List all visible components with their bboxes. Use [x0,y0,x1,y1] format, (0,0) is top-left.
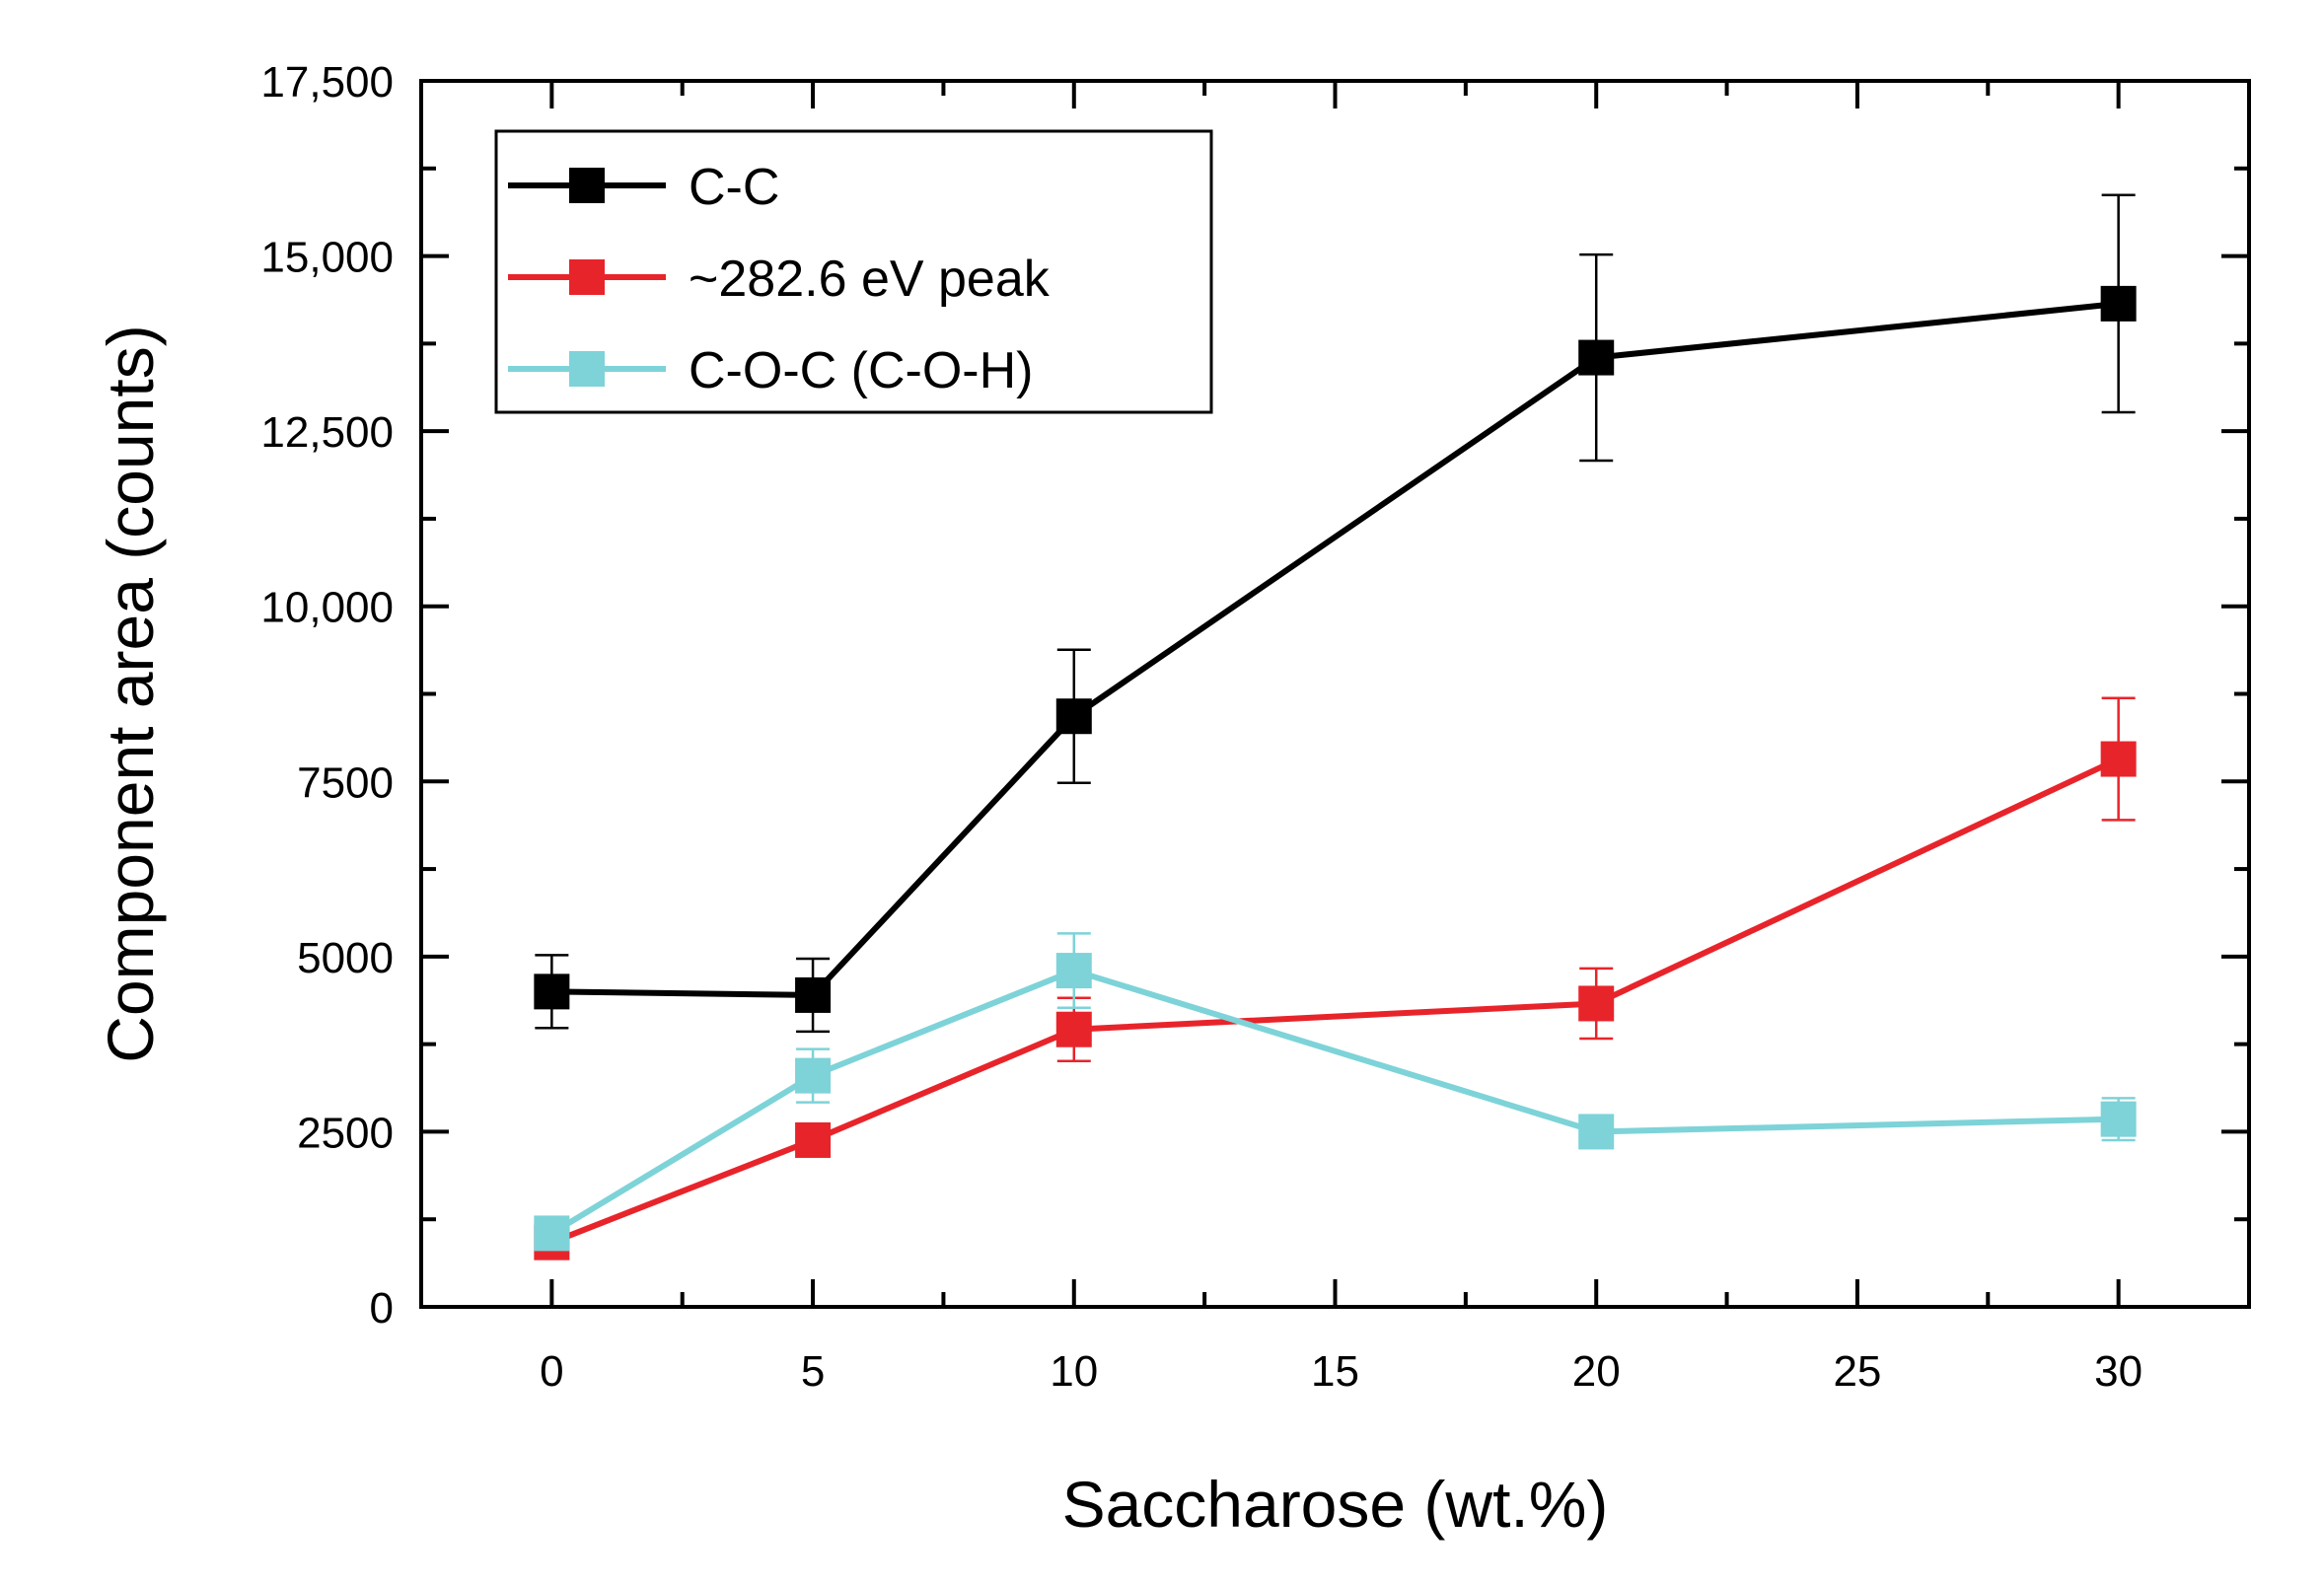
data-point [1578,1114,1615,1150]
legend-label: C-C [689,159,779,216]
legend-item: C-C [508,159,779,216]
data-point [1578,985,1615,1022]
y-tick-label: 12,500 [260,408,394,457]
legend-label: ~282.6 eV peak [689,251,1051,308]
data-point [534,1215,570,1252]
legend-item: C-O-C (C-O-H) [508,342,1033,399]
series-line [549,968,2119,1236]
legend-box [494,129,1213,414]
legend: C-C ~282.6 eV peak C-O-C (C-O-H) [494,129,1213,414]
data-point [1578,339,1615,376]
x-tick-label: 30 [2094,1347,2142,1396]
x-tick-label: 5 [801,1347,825,1396]
data-point [2100,741,2137,777]
data-point [1055,1011,1092,1047]
data-point [795,1057,832,1094]
x-tick-label: 15 [1311,1347,1359,1396]
y-tick-label: 7500 [297,758,394,807]
y-tick-label: 15,000 [260,234,394,282]
y-axis-title: Component area (counts) [94,324,167,1062]
data-point [795,976,832,1013]
x-tick-label: 10 [1050,1347,1098,1396]
legend-marker [569,351,605,387]
legend-label: C-O-C (C-O-H) [689,342,1033,399]
y-tick-label: 10,000 [260,584,394,632]
y-tick-label: 0 [370,1284,394,1333]
y-tick-label: 2500 [297,1109,394,1157]
series-1 [534,696,2137,1261]
y-tick-label: 17,500 [260,58,394,107]
data-point [2100,1101,2137,1137]
series-2 [534,932,2137,1252]
x-axis-title: Saccharose (wt.%) [1062,1468,1609,1541]
series-line [550,756,2120,1246]
legend-item: ~282.6 eV peak [508,251,1051,308]
legend-marker [569,168,605,203]
data-point [1055,953,1092,989]
x-tick-label: 0 [540,1347,563,1396]
x-tick-label: 25 [1833,1347,1881,1396]
axis-layer: 0 5 10 15 20 25 30 0 2500 5000 7500 10,000 12,500 15,… [94,58,2251,1541]
x-tick-label: 20 [1572,1347,1621,1396]
data-point [795,1121,832,1158]
series-0 [534,193,2137,1034]
y-tick-label: 5000 [297,934,394,982]
data-point [2100,285,2137,322]
legend-marker [569,259,605,295]
data-point [1055,698,1092,735]
data-point [534,973,570,1010]
series-layer [534,193,2137,1261]
